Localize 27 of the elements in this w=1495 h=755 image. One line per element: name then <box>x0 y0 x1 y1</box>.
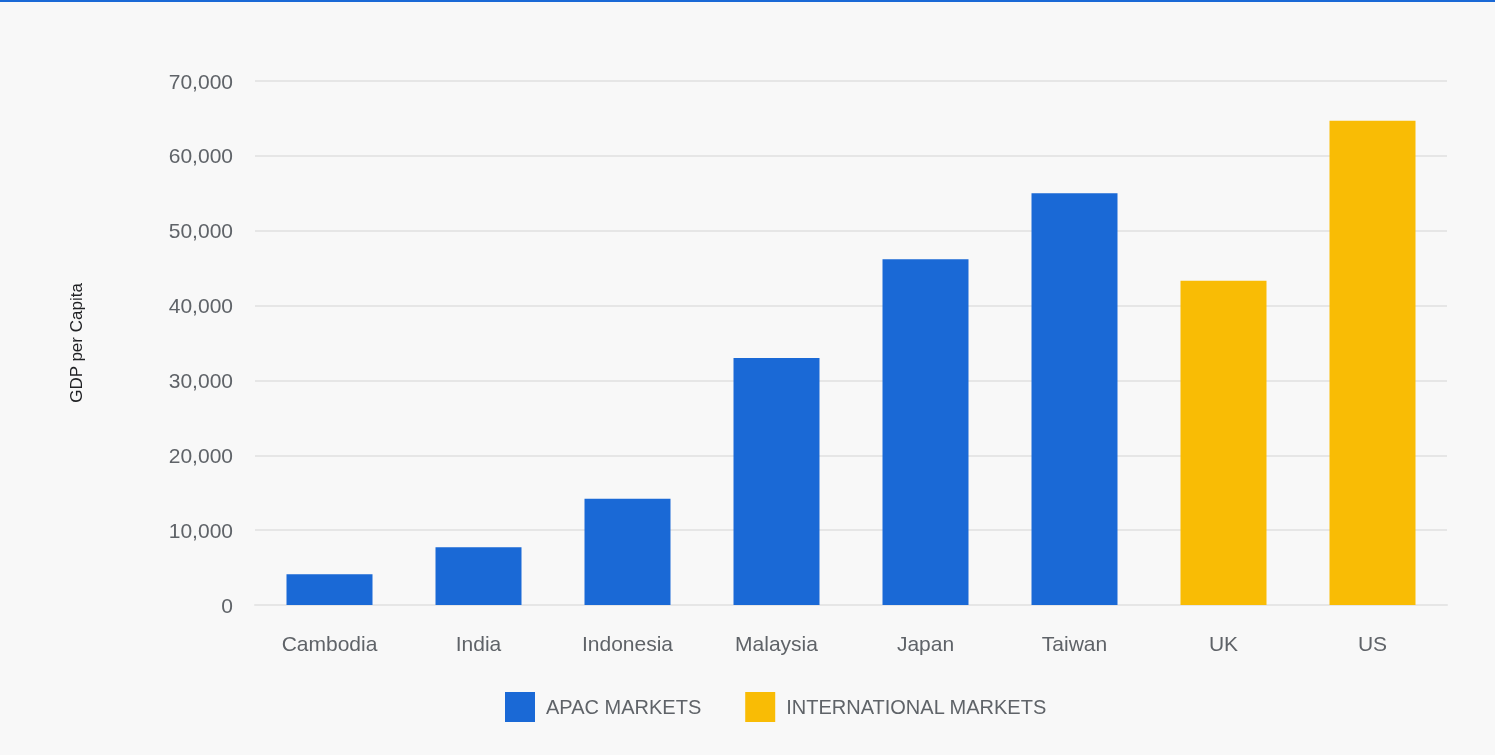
x-tick-label: India <box>455 632 502 655</box>
y-tick-label: 30,000 <box>168 368 233 392</box>
y-tick-label: 20,000 <box>168 443 233 467</box>
x-tick-label: Malaysia <box>735 632 819 655</box>
bar <box>882 259 969 605</box>
bar <box>1031 193 1118 605</box>
x-tick-label: UK <box>1208 632 1239 655</box>
x-tick-label: Indonesia <box>581 632 674 655</box>
y-tick-label: 0 <box>221 593 233 617</box>
bar <box>733 357 820 605</box>
bar <box>286 574 373 605</box>
x-tick-label: Cambodia <box>281 632 378 655</box>
bar <box>1329 120 1416 605</box>
bar <box>435 547 522 605</box>
x-tick-label: Taiwan <box>1041 632 1108 655</box>
y-tick-label: 50,000 <box>168 219 233 243</box>
bar <box>584 498 671 605</box>
y-tick-label: 70,000 <box>168 69 233 93</box>
x-tick-label: Japan <box>896 632 955 655</box>
legend-label: INTERNATIONAL MARKETS <box>786 696 1047 718</box>
x-tick-label: US <box>1357 632 1388 655</box>
y-tick-label: 40,000 <box>168 294 233 318</box>
bar <box>1180 280 1267 605</box>
y-tick-label: 60,000 <box>168 144 233 168</box>
y-tick-label: 10,000 <box>168 518 233 542</box>
legend-label: APAC MARKETS <box>546 696 702 718</box>
y-axis-title: GDP per Capita <box>67 282 86 403</box>
